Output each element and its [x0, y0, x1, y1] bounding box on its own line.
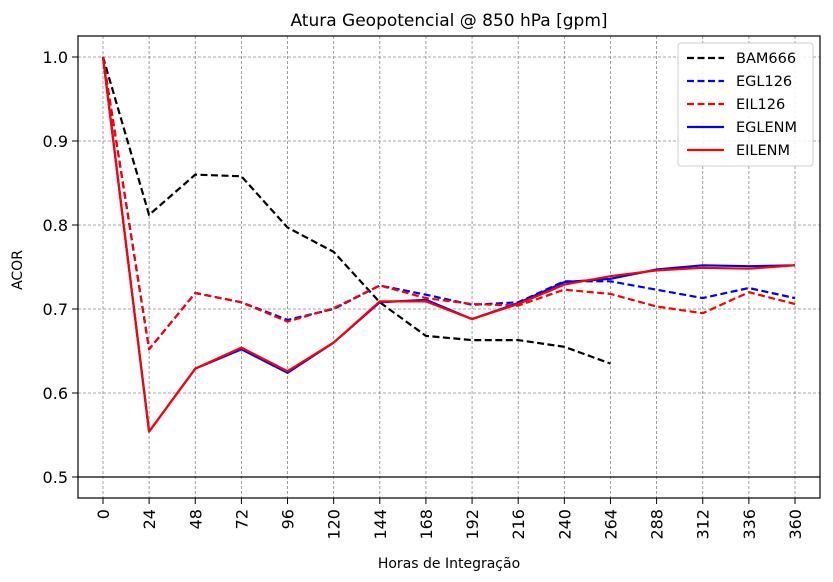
- x-tick-label: 360: [786, 509, 805, 540]
- x-tick-label: 24: [140, 509, 159, 529]
- x-tick-label: 288: [648, 509, 667, 540]
- series-layer: [101, 56, 796, 433]
- x-tick-label: 96: [279, 509, 298, 529]
- y-tick-label: 0.9: [43, 132, 68, 151]
- ticks: 0 24 48 72 96 120 144 168 192 216 240 264 288 312 336 3…: [43, 48, 805, 540]
- x-tick-label: 0: [94, 509, 113, 519]
- y-tick-label: 0.5: [43, 468, 68, 487]
- x-tick-label: 336: [740, 509, 759, 540]
- legend-label: BAM666: [736, 51, 796, 67]
- chart-title: Atura Geopotencial @ 850 hPa [gpm]: [290, 11, 607, 31]
- legend-label: EGL126: [736, 74, 792, 90]
- x-tick-label: 240: [555, 509, 574, 540]
- series-line-bam666: [101, 56, 611, 365]
- x-tick-label: 216: [509, 509, 528, 540]
- x-tick-label: 192: [463, 509, 482, 540]
- series-line-eil126: [101, 56, 796, 351]
- x-axis-label: Horas de Integração: [378, 556, 520, 572]
- legend-box: [677, 42, 814, 167]
- legend-label: EILENM: [736, 143, 790, 159]
- y-tick-label: 1.0: [43, 48, 68, 67]
- legend-label: EIL126: [736, 97, 785, 113]
- legend: BAM666 EGL126 EIL126 EGLENM EILENM: [677, 42, 814, 167]
- x-tick-label: 120: [325, 509, 344, 540]
- x-tick-label: 48: [186, 509, 205, 529]
- y-axis-label: ACOR: [10, 250, 26, 290]
- series-line-eilenm: [101, 56, 796, 433]
- x-tick-label: 144: [371, 509, 390, 540]
- legend-label: EGLENM: [736, 120, 797, 136]
- y-tick-label: 0.7: [43, 300, 68, 319]
- y-tick-label: 0.6: [43, 384, 68, 403]
- y-tick-label: 0.8: [43, 216, 68, 235]
- x-tick-label: 312: [694, 509, 713, 540]
- x-tick-label: 264: [601, 509, 620, 540]
- x-tick-label: 72: [232, 509, 251, 529]
- plot-frame: [77, 35, 821, 499]
- x-tick-label: 168: [417, 509, 436, 540]
